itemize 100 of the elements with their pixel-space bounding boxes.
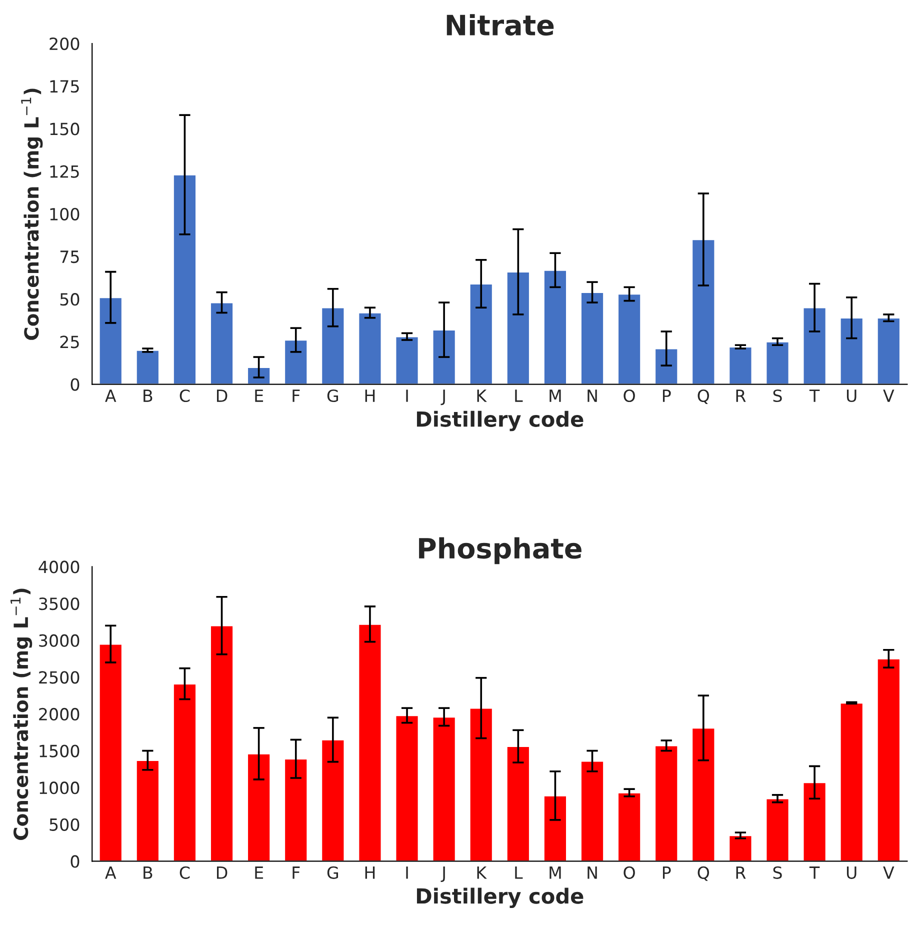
x-tick-label: U (846, 866, 856, 879)
y-tick-label: 3500 (39, 597, 80, 610)
bar (839, 317, 864, 384)
bar (506, 746, 530, 862)
bar (654, 744, 679, 862)
x-tick-label: Q (698, 866, 710, 881)
chart-title: Phosphate (419, 537, 582, 564)
bar (432, 716, 456, 862)
x-tick-label: C (180, 866, 190, 879)
x-axis-title: Distillery code (416, 888, 584, 908)
bar (98, 643, 123, 862)
y-tick-label: 25 (60, 336, 79, 348)
bar (876, 658, 901, 862)
x-tick-label: D (216, 390, 228, 402)
y-tick-label: 1000 (40, 782, 80, 794)
bar (543, 794, 568, 862)
x-tick-label: S (773, 866, 782, 879)
y-tick-label: 4000 (38, 560, 80, 574)
x-tick-label: A (105, 390, 116, 402)
x-tick-label: P (662, 866, 671, 879)
x-tick-label: N (588, 390, 597, 402)
bar (246, 753, 271, 862)
bar (210, 624, 234, 862)
bar (765, 341, 790, 384)
y-tick-label: 1500 (40, 744, 80, 758)
y-tick-label: 125 (50, 165, 79, 178)
x-tick-label: J (440, 390, 445, 406)
x-tick-label: Q (698, 389, 710, 404)
x-tick-label: E (255, 866, 264, 879)
x-tick-label: I (406, 866, 408, 879)
bar (358, 623, 382, 862)
bar (320, 306, 346, 384)
bar (654, 348, 679, 384)
x-tick-label: F (292, 866, 300, 879)
x-tick-label: O (624, 866, 635, 879)
x-tick-label: K (477, 390, 487, 402)
x-tick-label: H (365, 390, 375, 402)
x-tick-label: J (440, 866, 445, 882)
bar (876, 317, 901, 384)
bar (358, 312, 382, 384)
x-tick-label: G (327, 866, 338, 879)
bar (839, 702, 864, 862)
x-tick-label: B (144, 866, 152, 879)
y-tick-label: 75 (60, 250, 79, 264)
x-tick-label: E (255, 390, 264, 402)
x-tick-label: P (662, 390, 671, 402)
x-tick-label: M (550, 866, 561, 879)
bar (284, 339, 308, 384)
bar (98, 296, 123, 384)
bar (691, 238, 716, 384)
y-tick-label: 3000 (39, 634, 80, 647)
bar (394, 336, 420, 384)
x-tick-label: S (773, 389, 782, 402)
bar (543, 269, 568, 384)
x-tick-label: V (883, 390, 894, 402)
bar (394, 714, 420, 862)
bar (691, 727, 716, 862)
bar (135, 760, 160, 862)
y-axis-title: Concentration (mg L$^{−1}$) (21, 88, 43, 340)
x-tick-label: L (515, 390, 523, 402)
bar (172, 174, 197, 384)
y-axis-title: Concentration (mg L$^{−1}$) (10, 588, 32, 840)
x-tick-label: K (477, 866, 487, 879)
chart-title: Nitrate (446, 14, 554, 36)
y-tick-label: 2500 (39, 671, 80, 684)
y-tick-label: 0 (70, 378, 80, 391)
x-tick-label: H (365, 866, 375, 879)
y-tick-label: 2000 (39, 708, 80, 721)
bar (468, 283, 494, 384)
x-tick-label: G (327, 389, 338, 402)
y-tick-label: 200 (50, 37, 80, 50)
bar (765, 798, 790, 862)
bar (580, 760, 604, 862)
bar (728, 834, 753, 862)
bar (135, 350, 160, 384)
x-tick-label: C (180, 389, 190, 402)
x-tick-label: V (883, 866, 894, 879)
bar (728, 346, 753, 384)
bar (802, 782, 827, 862)
x-tick-label: U (846, 390, 856, 402)
bar (617, 293, 642, 384)
y-tick-label: 175 (50, 80, 79, 93)
bar (320, 739, 346, 862)
x-tick-label: T (809, 866, 820, 879)
x-tick-label: F (292, 390, 300, 402)
y-tick-label: 500 (50, 818, 80, 831)
x-tick-label: D (216, 866, 228, 879)
bar (246, 366, 271, 384)
x-tick-label: R (736, 390, 746, 402)
x-axis-title: Distillery code (416, 410, 584, 432)
bar (210, 302, 234, 384)
bar (580, 292, 604, 384)
x-tick-label: O (624, 389, 635, 402)
x-tick-label: M (550, 390, 561, 402)
bar (284, 758, 308, 862)
bar (506, 271, 530, 384)
x-tick-label: A (105, 866, 116, 879)
bar (468, 707, 494, 862)
y-tick-label: 0 (70, 855, 80, 868)
x-tick-label: L (515, 866, 523, 879)
